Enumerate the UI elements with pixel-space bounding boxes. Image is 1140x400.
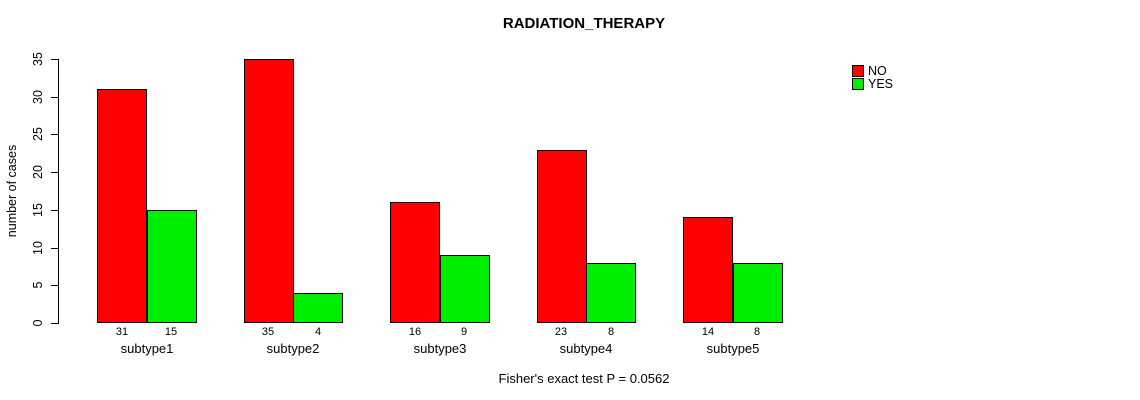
bar-value-label: 8 xyxy=(753,326,761,338)
x-axis-category-label: subtype5 xyxy=(706,341,760,356)
y-axis-tick-label: 5 xyxy=(31,281,45,289)
y-axis-tick xyxy=(51,97,59,98)
x-axis-category-label: subtype2 xyxy=(266,341,320,356)
x-axis-category-label: subtype4 xyxy=(559,341,613,356)
bar-value-label: 8 xyxy=(607,326,615,338)
y-axis-tick-label: 25 xyxy=(31,127,45,141)
bar-no-subtype5 xyxy=(683,217,733,323)
legend: NO YES xyxy=(852,65,893,90)
bar-value-label: 31 xyxy=(115,326,129,338)
bar-no-subtype3 xyxy=(390,202,440,323)
bar-value-label: 14 xyxy=(701,326,715,338)
y-axis-tick xyxy=(51,248,59,249)
bar-yes-subtype2 xyxy=(293,293,343,323)
legend-label-yes: YES xyxy=(868,77,894,91)
bar-yes-subtype4 xyxy=(586,263,636,323)
bar-value-label: 4 xyxy=(314,326,322,338)
legend-item-no: NO xyxy=(852,65,893,77)
bar-value-label: 15 xyxy=(164,326,178,338)
legend-swatch-no xyxy=(852,65,864,77)
y-axis-tick xyxy=(51,210,59,211)
y-axis-tick-label: 10 xyxy=(31,241,45,255)
y-axis-tick-label: 30 xyxy=(31,90,45,104)
x-axis-category-label: subtype3 xyxy=(413,341,467,356)
y-axis-tick xyxy=(51,172,59,173)
bar-yes-subtype3 xyxy=(440,255,490,323)
bar-no-subtype1 xyxy=(97,89,147,323)
bar-value-label: 35 xyxy=(261,326,275,338)
y-axis-tick xyxy=(51,59,59,60)
y-axis-tick-label: 15 xyxy=(31,203,45,217)
x-axis-category-label: subtype1 xyxy=(120,341,174,356)
y-axis-tick xyxy=(51,285,59,286)
legend-label-no: NO xyxy=(868,64,887,78)
y-axis-tick-label: 0 xyxy=(31,319,45,327)
caption-fisher-test: Fisher's exact test P = 0.0562 xyxy=(498,371,670,386)
bar-value-label: 23 xyxy=(554,326,568,338)
bar-yes-subtype5 xyxy=(733,263,783,323)
bar-yes-subtype1 xyxy=(147,210,197,323)
y-axis-tick xyxy=(51,323,59,324)
bar-value-label: 9 xyxy=(460,326,468,338)
y-axis-tick-label: 20 xyxy=(31,165,45,179)
y-axis-line xyxy=(58,59,59,324)
bar-no-subtype4 xyxy=(537,150,587,323)
legend-swatch-yes xyxy=(852,78,864,90)
bar-value-label: 16 xyxy=(408,326,422,338)
chart-title: RADIATION_THERAPY xyxy=(502,15,666,32)
y-axis-tick xyxy=(51,134,59,135)
y-axis-tick-label: 35 xyxy=(31,52,45,66)
bar-no-subtype2 xyxy=(244,59,294,323)
legend-item-yes: YES xyxy=(852,78,893,90)
